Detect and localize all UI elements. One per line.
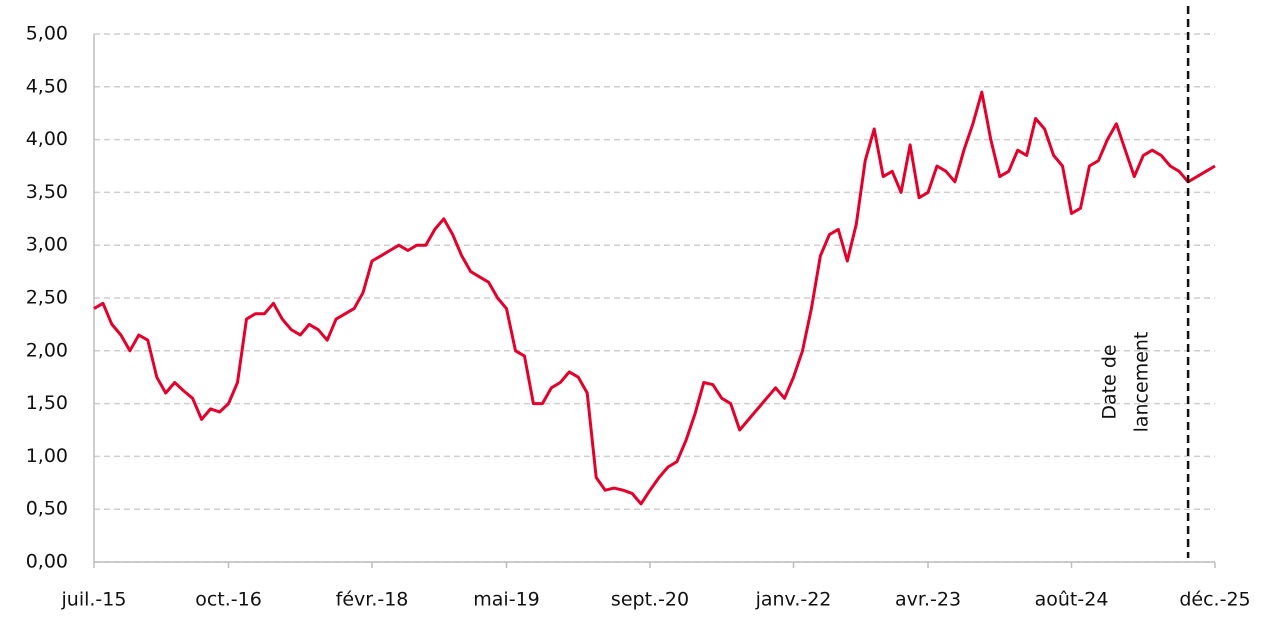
x-tick-label: oct.-16 (195, 589, 262, 611)
x-tick-label: avr.-23 (895, 589, 961, 611)
x-tick-label: juil.-15 (61, 589, 127, 611)
y-tick-label: 1,50 (26, 392, 68, 414)
y-tick-label: 2,50 (26, 287, 68, 309)
data-line (93, 90, 1216, 506)
y-tick-label: 4,50 (26, 75, 68, 97)
y-tick-label: 2,00 (26, 339, 68, 361)
y-tick-label: 4,00 (26, 128, 68, 150)
y-tick-label: 1,00 (26, 445, 68, 467)
x-tick-label: mai-19 (473, 589, 539, 611)
annotation-text: Date de (1099, 344, 1121, 419)
y-tick-label: 0,50 (26, 498, 68, 520)
x-tick-label: déc.-25 (1179, 589, 1250, 611)
y-tick-label: 3,00 (26, 234, 68, 256)
y-tick-label: 0,00 (26, 551, 68, 573)
x-tick-label: août-24 (1035, 589, 1109, 611)
annotation-text: lancement (1131, 332, 1153, 433)
x-tick-label: sept.-20 (611, 589, 689, 611)
x-tick-label: janv.-22 (755, 589, 832, 611)
y-tick-label: 5,00 (26, 23, 68, 45)
x-tick-label: févr.-18 (336, 589, 409, 611)
y-tick-label: 3,50 (26, 181, 68, 203)
